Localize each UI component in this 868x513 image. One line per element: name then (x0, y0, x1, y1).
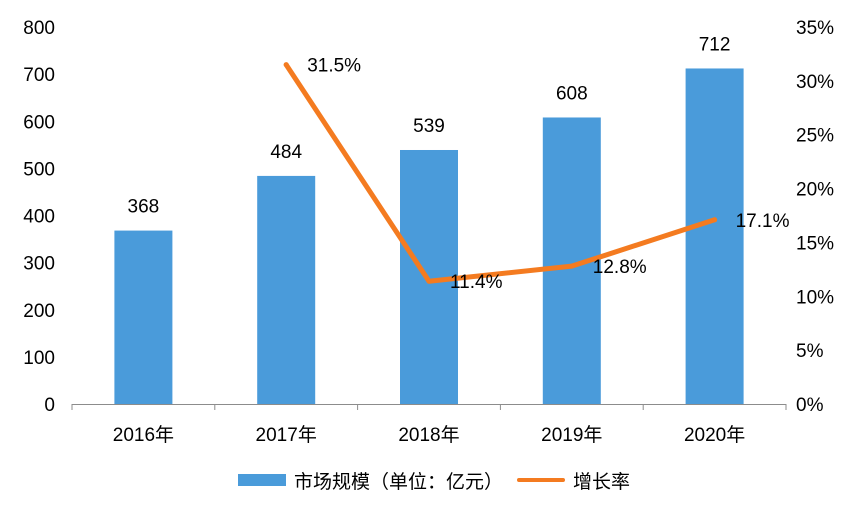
growth-point-1 (283, 62, 289, 68)
growth-point-4 (712, 217, 718, 223)
growth-value-label: 17.1% (736, 211, 790, 232)
y-left-tick-label: 500 (23, 159, 55, 180)
bar-value-label: 712 (699, 34, 731, 55)
y-left-tick-label: 100 (23, 348, 55, 369)
bar-value-label: 484 (270, 142, 302, 163)
bar-value-label: 539 (413, 116, 445, 137)
x-tick-label: 2018年 (398, 424, 459, 446)
y-right-tick-label: 25% (796, 126, 834, 147)
x-tick-label: 2019年 (541, 424, 602, 446)
y-right-tick-label: 10% (796, 287, 834, 308)
y-left-tick-label: 700 (23, 65, 55, 86)
y-left-tick-label: 0 (44, 395, 55, 416)
chart: 2016年 2017年 2018年 2019年 2020年 0 100 200 300 400 50… (23, 18, 834, 446)
x-tick-label: 2020年 (684, 424, 745, 446)
y-left-tick-label: 800 (23, 18, 55, 39)
y-right-tick-label: 15% (796, 233, 834, 254)
legend: 市场规模（单位：亿元） 增长率 (0, 467, 868, 494)
y-right-tick-label: 30% (796, 72, 834, 93)
y-right-tick-label: 0% (796, 395, 824, 416)
y-right-tick-label: 35% (796, 18, 834, 39)
y-right-tick-label: 20% (796, 180, 834, 201)
y-left-tick-label: 300 (23, 254, 55, 275)
growth-line-layer (283, 62, 718, 284)
bar-1 (257, 175, 316, 404)
growth-point-3 (569, 263, 575, 269)
legend-swatch-line (517, 478, 565, 482)
growth-value-label: 12.8% (593, 257, 647, 278)
legend-label-growth-rate: 增长率 (573, 471, 631, 493)
data-labels-layer: 368 484 539 608 712 31.5% 11.4% 12.8% 17.1% (128, 34, 790, 293)
growth-line (283, 62, 718, 284)
legend-item-growth-rate: 增长率 (517, 467, 630, 494)
x-tick-label: 2016年 (113, 424, 174, 446)
x-tick-label: 2017年 (256, 424, 317, 446)
bar-0 (114, 230, 173, 404)
y-right-tick-label: 5% (796, 341, 824, 362)
growth-value-label: 31.5% (307, 56, 361, 77)
bar-4 (685, 68, 744, 404)
legend-swatch-bar (237, 474, 286, 486)
legend-label-market-size: 市场规模（单位：亿元） (293, 471, 503, 493)
y-left-tick-label: 400 (23, 207, 55, 228)
growth-value-label: 11.4% (450, 272, 503, 293)
y-left-tick-label: 200 (23, 301, 55, 322)
bars-layer (114, 68, 744, 404)
growth-point-2 (426, 278, 432, 284)
legend-item-market-size: 市场规模（单位：亿元） (237, 467, 503, 494)
y-left-tick-label: 600 (23, 112, 55, 133)
bar-value-label: 608 (556, 83, 588, 104)
axes-layer: 2016年 2017年 2018年 2019年 2020年 0 100 200 300 400 50… (23, 18, 834, 446)
bar-value-label: 368 (128, 197, 160, 218)
